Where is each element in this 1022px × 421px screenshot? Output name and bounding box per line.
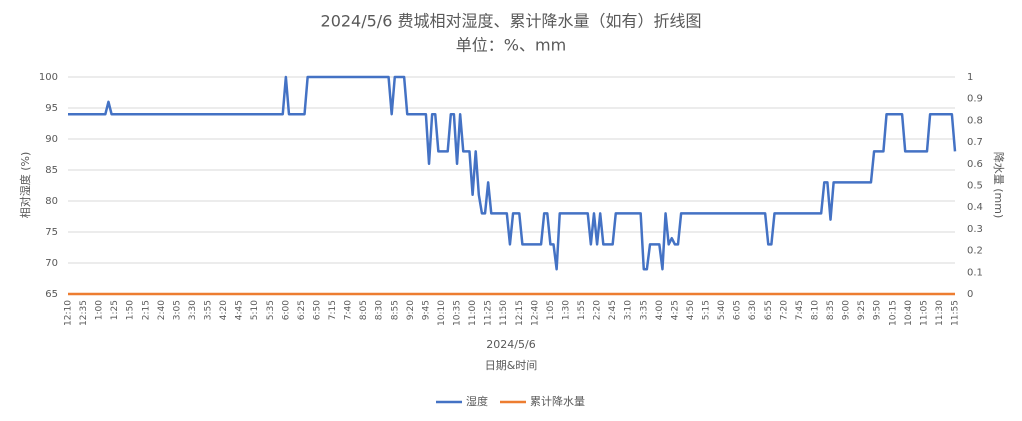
x-tick-label: 2:20 [593, 300, 603, 320]
x-tick-label: 8:05 [359, 300, 369, 320]
y2-tick-label: 0.5 [967, 181, 983, 192]
y2-tick-label: 0.8 [967, 115, 983, 126]
y2-tick-label: 0 [967, 289, 973, 300]
x-tick-label: 11:05 [919, 300, 929, 326]
x-tick-label: 2:40 [157, 300, 167, 320]
legend-label: 湿度 [466, 394, 488, 408]
y2-tick-label: 0.9 [967, 94, 983, 105]
y-tick-label: 95 [45, 103, 58, 114]
y-tick-label: 85 [45, 165, 58, 176]
y-tick-label: 80 [45, 196, 58, 207]
x-tick-label: 10:40 [904, 300, 914, 326]
x-tick-label: 3:55 [204, 300, 214, 320]
x-tick-label: 4:45 [235, 300, 245, 320]
x-tick-label: 5:15 [702, 300, 712, 320]
x-tick-label: 1:30 [561, 300, 571, 320]
x-tick-label: 6:25 [297, 300, 307, 320]
y-tick-label: 100 [39, 72, 58, 83]
y-tick-label: 75 [45, 227, 58, 238]
x-tick-label: 7:45 [795, 300, 805, 320]
x-tick-label: 6:50 [312, 300, 322, 320]
x-tick-label: 4:50 [686, 300, 696, 320]
x-tick-label: 2:15 [141, 300, 151, 320]
chart-subtitle: 单位：%、mm [456, 36, 566, 55]
x-tick-label: 9:20 [406, 300, 416, 320]
x-tick-label: 3:05 [172, 300, 182, 320]
x-tick-label: 7:40 [344, 300, 354, 320]
x-tick-label: 2:45 [608, 300, 618, 320]
y2-tick-label: 0.6 [967, 159, 983, 170]
x-tick-label: 12:15 [515, 300, 525, 326]
x-tick-label: 11:50 [499, 300, 509, 326]
y2-tick-label: 0.7 [967, 137, 983, 148]
x-tick-label: 10:10 [437, 300, 447, 326]
x-tick-label: 11:00 [468, 300, 478, 326]
x-tick-label: 10:15 [888, 300, 898, 326]
x-tick-label: 7:20 [779, 300, 789, 320]
x-tick-label: 1:50 [126, 300, 136, 320]
x-tick-label: 5:40 [717, 300, 727, 320]
x-tick-label: 1:05 [546, 300, 556, 320]
x-tick-label: 8:10 [810, 300, 820, 320]
x-tick-label: 4:00 [655, 300, 665, 320]
y2-tick-label: 1 [967, 72, 973, 83]
x-tick-label: 3:35 [639, 300, 649, 320]
legend-label: 累计降水量 [530, 394, 585, 408]
x-tick-label: 11:30 [935, 300, 945, 326]
x-tick-label: 4:20 [219, 300, 229, 320]
x-tick-label: 7:15 [328, 300, 338, 320]
x-tick-label: 3:10 [624, 300, 634, 320]
y-tick-label: 65 [45, 289, 58, 300]
x-tick-label: 8:30 [375, 300, 385, 320]
x-tick-label: 9:50 [873, 300, 883, 320]
x-tick-label: 5:10 [250, 300, 260, 320]
x-tick-label: 5:35 [266, 300, 276, 320]
y-tick-label: 90 [45, 134, 58, 145]
series-line [68, 75, 957, 271]
x-tick-label: 9:25 [857, 300, 867, 320]
x-tick-label: 4:25 [670, 300, 680, 320]
x-tick-label: 9:45 [421, 300, 431, 320]
y2-tick-label: 0.1 [967, 267, 983, 278]
y-axis-label: 相对湿度 (%) [18, 152, 32, 219]
x-tick-label: 1:55 [577, 300, 587, 320]
x-tick-label: 12:10 [64, 300, 74, 326]
x-tick-label: 6:30 [748, 300, 758, 320]
x-tick-label: 6:00 [281, 300, 291, 320]
x-group-label: 2024/5/6 [486, 338, 535, 351]
x-tick-label: 3:30 [188, 300, 198, 320]
y2-tick-label: 0.2 [967, 246, 983, 257]
x-tick-label: 12:40 [530, 300, 540, 326]
x-tick-label: 11:55 [951, 300, 961, 326]
x-tick-label: 9:00 [842, 300, 852, 320]
x-tick-label: 8:35 [826, 300, 836, 320]
x-tick-label: 8:55 [390, 300, 400, 320]
y2-tick-label: 0.4 [967, 202, 983, 213]
x-tick-label: 6:55 [764, 300, 774, 320]
chart-title: 2024/5/6 费城相对湿度、累计降水量（如有）折线图 [321, 12, 702, 31]
y-tick-label: 70 [45, 258, 58, 269]
x-tick-label: 11:25 [484, 300, 494, 326]
x-tick-label: 10:35 [453, 300, 463, 326]
y2-tick-label: 0.3 [967, 224, 983, 235]
x-tick-label: 1:25 [110, 300, 120, 320]
x-axis-label: 日期&时间 [485, 359, 538, 372]
x-tick-label: 6:05 [733, 300, 743, 320]
x-tick-label: 1:00 [95, 300, 105, 320]
x-tick-label: 12:35 [79, 300, 89, 326]
y2-axis-label: 降水量 (mm) [992, 152, 1006, 219]
